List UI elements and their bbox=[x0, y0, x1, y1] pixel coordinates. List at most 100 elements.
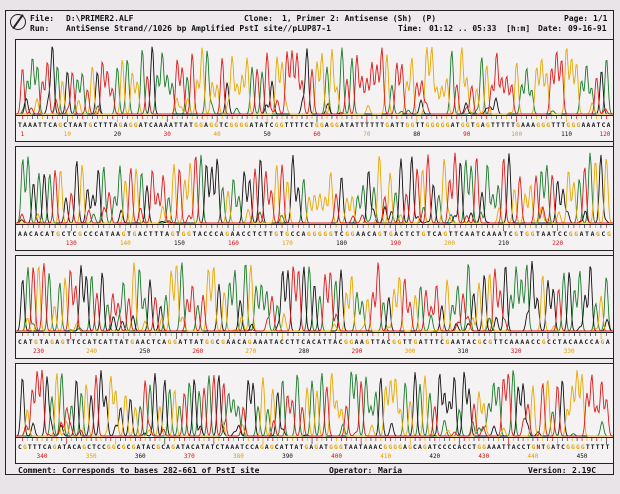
base-call: G bbox=[541, 339, 546, 346]
base-call: G bbox=[50, 339, 54, 346]
base-call: A bbox=[185, 444, 190, 451]
date-value: 09-16-91 bbox=[568, 24, 607, 33]
base-call: C bbox=[561, 444, 565, 451]
base-call: C bbox=[589, 339, 594, 346]
base-call: C bbox=[72, 231, 77, 238]
base-call: C bbox=[399, 231, 404, 238]
base-call: T bbox=[263, 231, 268, 238]
base-call: A bbox=[123, 122, 128, 129]
base-call: A bbox=[138, 122, 143, 129]
base-call: T bbox=[503, 231, 508, 238]
base-call: C bbox=[536, 339, 541, 346]
base-call: A bbox=[470, 231, 475, 238]
base-call: T bbox=[103, 122, 108, 129]
base-call: A bbox=[605, 339, 610, 346]
base-call: T bbox=[327, 339, 332, 346]
base-call: A bbox=[317, 339, 322, 346]
base-call: C bbox=[215, 339, 220, 346]
base-call: A bbox=[497, 231, 502, 238]
position-label: 130 bbox=[65, 240, 77, 247]
base-call: G bbox=[393, 444, 398, 451]
base-call: G bbox=[392, 339, 396, 346]
position-label: 190 bbox=[390, 240, 401, 247]
base-call: G bbox=[536, 122, 541, 129]
base-call: T bbox=[424, 339, 428, 346]
base-call: A bbox=[242, 339, 247, 346]
version-label: Version: bbox=[528, 466, 567, 475]
base-call: C bbox=[146, 339, 151, 346]
base-call: A bbox=[178, 339, 183, 346]
run-label: Run: bbox=[30, 24, 50, 33]
base-call: T bbox=[600, 444, 605, 451]
base-call: T bbox=[557, 339, 562, 346]
time-value: 01:12 .. 05:33 [h:m] bbox=[429, 24, 531, 33]
base-call: A bbox=[249, 122, 254, 129]
base-call: G bbox=[121, 444, 126, 451]
base-call: G bbox=[410, 122, 415, 129]
base-call: C bbox=[462, 444, 467, 451]
base-call: G bbox=[133, 122, 138, 129]
base-call: G bbox=[121, 231, 126, 238]
base-call: G bbox=[128, 122, 133, 129]
base-call: G bbox=[600, 339, 605, 346]
trace-t bbox=[16, 262, 613, 332]
position-label: 360 bbox=[134, 453, 146, 460]
base-call: A bbox=[486, 231, 491, 238]
base-call: C bbox=[156, 339, 161, 346]
base-call: C bbox=[568, 339, 573, 346]
base-call: G bbox=[118, 122, 123, 129]
base-call: G bbox=[421, 231, 426, 238]
base-call: A bbox=[255, 444, 259, 451]
base-call: T bbox=[552, 231, 557, 238]
base-call: G bbox=[187, 231, 191, 238]
base-call: G bbox=[530, 231, 535, 238]
base-call: A bbox=[450, 339, 455, 346]
base-call: G bbox=[304, 444, 309, 451]
base-call: C bbox=[18, 444, 22, 451]
base-call: C bbox=[504, 339, 509, 346]
base-call: G bbox=[571, 444, 575, 451]
position-label: 210 bbox=[498, 240, 510, 247]
base-call: G bbox=[477, 339, 482, 346]
base-call: A bbox=[163, 122, 168, 129]
base-call: A bbox=[606, 122, 611, 129]
base-call: G bbox=[22, 444, 27, 451]
base-call: G bbox=[465, 122, 470, 129]
base-call: T bbox=[264, 122, 269, 129]
base-call: G bbox=[575, 444, 580, 451]
base-call: C bbox=[338, 339, 343, 346]
base-call: G bbox=[440, 122, 445, 129]
base-call: G bbox=[546, 122, 551, 129]
base-call: T bbox=[18, 122, 22, 129]
base-call: A bbox=[525, 339, 530, 346]
base-call: A bbox=[162, 339, 167, 346]
base-call: G bbox=[274, 231, 279, 238]
base-call: G bbox=[482, 444, 486, 451]
base-call: T bbox=[370, 122, 374, 129]
position-labels: 1 10 20 30 40 50 60 70 80 90 100 110 120 bbox=[16, 131, 613, 139]
base-call: G bbox=[329, 444, 333, 451]
base-call: C bbox=[61, 231, 66, 238]
base-call: C bbox=[161, 444, 165, 451]
base-call: G bbox=[445, 339, 450, 346]
base-call: C bbox=[101, 444, 106, 451]
base-call: A bbox=[45, 231, 50, 238]
base-call: A bbox=[23, 231, 28, 238]
base-call: N bbox=[536, 444, 541, 451]
base-call: A bbox=[53, 122, 58, 129]
base-call: C bbox=[279, 339, 284, 346]
base-ticks bbox=[22, 333, 607, 339]
position-label: 140 bbox=[119, 240, 131, 247]
base-call: T bbox=[585, 444, 590, 451]
base-call: T bbox=[360, 122, 364, 129]
base-call: G bbox=[244, 122, 249, 129]
base-call: T bbox=[268, 231, 273, 238]
base-call: C bbox=[274, 444, 279, 451]
base-call: A bbox=[274, 339, 279, 346]
position-label: 50 bbox=[263, 131, 271, 138]
base-ticks bbox=[22, 116, 607, 122]
base-call: T bbox=[448, 231, 453, 238]
base-call: G bbox=[319, 122, 324, 129]
